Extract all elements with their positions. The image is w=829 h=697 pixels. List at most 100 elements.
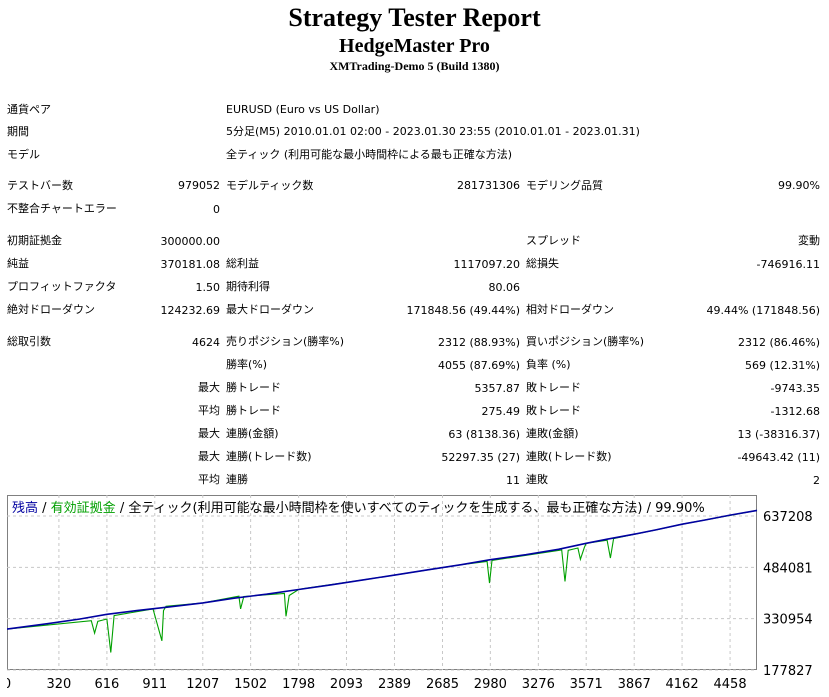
max-consec-prefix: 最大	[198, 427, 220, 440]
largest-loss-value: -9743.35	[770, 382, 820, 395]
total-trades-value: 4624	[192, 336, 220, 349]
avg-win-value: 275.49	[481, 405, 521, 418]
balance-chart: 0 320 616 911 1207 1502 1798 2093 2389 2685 2980 32…	[3, 495, 829, 693]
deposit-label: 初期証拠金	[7, 234, 62, 247]
gross-loss-label: 総損失	[526, 257, 559, 270]
report-title: Strategy Tester Report	[288, 3, 541, 32]
avg-win-label: 勝トレード	[226, 404, 281, 417]
expected-payoff-value: 80.06	[488, 281, 521, 294]
x-tick-label: 2980	[474, 677, 507, 692]
chart-svg: 0 320 616 911 1207 1502 1798 2093 2389 2685 2980 32…	[3, 495, 813, 692]
avg-consec-losses-value: 2	[813, 474, 820, 487]
model-label: モデル	[7, 148, 40, 161]
x-tick-label: 1207	[186, 677, 219, 692]
largest-win-label: 勝トレード	[226, 381, 281, 394]
y-tick-label: 177827	[763, 664, 813, 679]
ea-name: HedgeMaster Pro	[339, 35, 490, 57]
total-trades-label: 総取引数	[7, 335, 51, 348]
x-tick-label: 3276	[522, 677, 555, 692]
chart-series	[6, 509, 758, 653]
abs-drawdown-value: 124232.69	[160, 304, 221, 317]
consec-profit-label: 連勝(トレード数)	[226, 450, 312, 463]
x-tick-label: 4162	[666, 677, 699, 692]
long-positions-label: 買いポジション(勝率%)	[526, 335, 645, 348]
largest-win-value: 5357.87	[474, 382, 521, 395]
max-consec2-prefix: 最大	[198, 450, 220, 463]
rel-drawdown-value: 49.44% (171848.56)	[706, 304, 820, 317]
loss-pct-label: 負率 (%)	[526, 358, 571, 371]
gross-loss-value: -746916.11	[756, 258, 820, 271]
y-tick-label: 330954	[763, 613, 813, 628]
x-tick-label: 911	[142, 677, 167, 692]
errors-label: 不整合チャートエラー	[7, 202, 117, 215]
x-tick-label: 2685	[426, 677, 459, 692]
legend-description: / 全ティック(利用可能な最小時間枠を使いすべてのティックを生成する、最も正確な…	[116, 500, 705, 516]
win-pct-value: 4055 (87.69%)	[437, 359, 520, 372]
consec-losses-money-label: 連敗(金額)	[526, 427, 579, 440]
avg-consec-losses-label: 連敗	[526, 473, 548, 486]
gross-profit-value: 1117097.20	[453, 258, 520, 271]
consec-profit-value: 52297.35 (27)	[441, 451, 520, 464]
legend-equity: 有効証拠金	[51, 500, 116, 516]
max-drawdown-label: 最大ドローダウン	[226, 303, 314, 316]
chart-plot-area	[7, 495, 757, 670]
chart-legend: 残高 / 有効証拠金 / 全ティック(利用可能な最小時間枠を使いすべてのティック…	[12, 500, 705, 516]
avg-consec-prefix: 平均	[198, 473, 220, 486]
expected-payoff-label: 期待利得	[226, 280, 270, 293]
quality-label: モデリング品質	[526, 179, 603, 192]
average-prefix: 平均	[198, 404, 220, 417]
model-value: 全ティック (利用可能な最小時間枠による最も正確な方法)	[226, 148, 513, 161]
loss-pct-value: 569 (12.31%)	[744, 359, 820, 372]
short-positions-label: 売りポジション(勝率%)	[226, 335, 345, 348]
ticks-label: モデルティック数	[226, 179, 314, 192]
win-pct-label: 勝率(%)	[226, 358, 268, 371]
deposit-value: 300000.00	[160, 235, 221, 248]
x-tick-label: 3571	[570, 677, 603, 692]
avg-loss-value: -1312.68	[770, 405, 820, 418]
symbol-label: 通貨ペア	[7, 103, 51, 116]
errors-value: 0	[213, 203, 220, 216]
short-positions-value: 2312 (88.93%)	[437, 336, 520, 349]
profit-factor-label: プロフィットファクタ	[7, 280, 117, 293]
x-tick-label: 4458	[714, 677, 747, 692]
avg-consec-wins-value: 11	[506, 474, 520, 487]
rel-drawdown-label: 相対ドローダウン	[526, 303, 614, 316]
abs-drawdown-label: 絶対ドローダウン	[7, 303, 95, 316]
x-tick-label: 616	[94, 677, 119, 692]
consec-wins-money-label: 連勝(金額)	[226, 427, 279, 440]
avg-loss-label: 敗トレード	[526, 404, 581, 417]
x-tick-label: 1502	[234, 677, 267, 692]
x-tick-label: 2093	[330, 677, 363, 692]
legend-balance: 残高	[12, 500, 38, 516]
period-label: 期間	[7, 125, 29, 138]
quality-value: 99.90%	[778, 179, 820, 192]
net-profit-value: 370181.08	[160, 258, 221, 271]
x-tick-label: 320	[46, 677, 71, 692]
legend-separator: /	[38, 501, 51, 516]
y-tick-label: 637208	[763, 510, 813, 525]
consec-loss-label: 連敗(トレード数)	[526, 450, 612, 463]
chart-grid	[7, 495, 757, 671]
y-tick-label: 484081	[763, 561, 813, 576]
x-tick-label: 1798	[282, 677, 315, 692]
consec-loss-value: -49643.42 (11)	[737, 451, 820, 464]
largest-prefix: 最大	[198, 381, 220, 394]
consec-losses-money-value: 13 (-38316.37)	[737, 428, 820, 441]
server-name: XMTrading-Demo 5 (Build 1380)	[329, 59, 500, 73]
chart-axes: 0 320 616 911 1207 1502 1798 2093 2389 2685 2980 32…	[3, 510, 813, 692]
long-positions-value: 2312 (86.46%)	[737, 336, 820, 349]
gross-profit-label: 総利益	[226, 257, 259, 270]
period-value: 5分足(M5) 2010.01.01 02:00 - 2023.01.30 23…	[226, 125, 640, 138]
net-profit-label: 純益	[7, 257, 29, 270]
x-tick-label: 2389	[378, 677, 411, 692]
max-drawdown-value: 171848.56 (49.44%)	[406, 304, 520, 317]
bars-value: 979052	[178, 179, 220, 192]
profit-factor-value: 1.50	[195, 281, 221, 294]
spread-value: 変動	[798, 234, 820, 247]
x-tick-label: 3867	[618, 677, 651, 692]
balance-line	[6, 509, 758, 630]
largest-loss-label: 敗トレード	[526, 381, 581, 394]
ticks-value: 281731306	[457, 179, 520, 192]
symbol-value: EURUSD (Euro vs US Dollar)	[226, 103, 380, 116]
bars-label: テストバー数	[7, 179, 73, 192]
